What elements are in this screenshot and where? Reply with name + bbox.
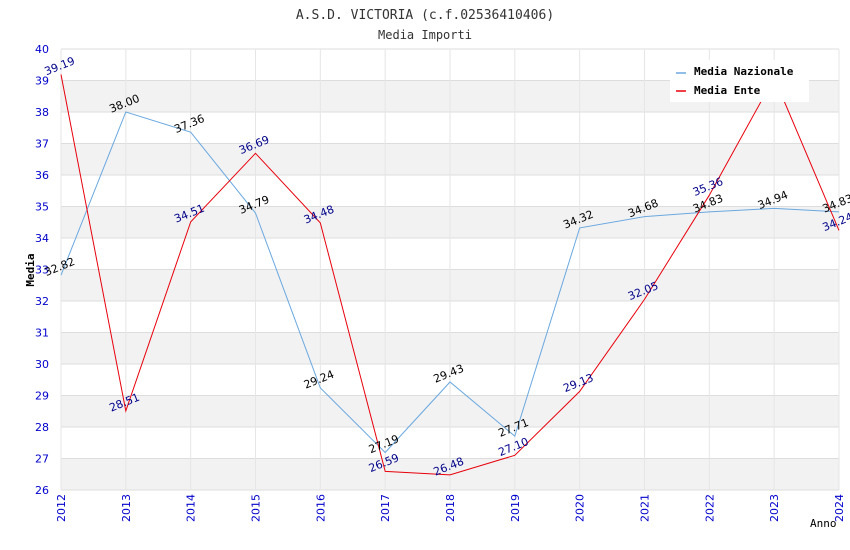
series-lines [60,74,840,476]
data-label: 29.24 [302,368,336,392]
y-tick-label: 35 [35,201,49,214]
x-tick-label: 2017 [379,494,392,522]
x-tick-label: 2023 [768,494,781,522]
y-tick-label: 38 [35,106,49,119]
x-tick-label: 2020 [574,494,587,522]
y-axis-label: Media [24,253,37,286]
data-label: 29.13 [561,371,595,395]
y-tick-label: 28 [35,421,49,434]
y-tick-label: 29 [35,390,49,403]
y-tick-label: 31 [35,327,49,340]
data-label: 29.43 [432,362,466,386]
x-axis-label: Anno [810,517,837,530]
x-tick-label: 2018 [444,494,457,522]
y-axis-ticks: 26 27 28 29 30 31 32 33 34 35 36 37 38 39 40 [35,43,49,497]
grid-lines [60,48,840,491]
x-tick-label: 2013 [120,494,133,522]
y-tick-label: 36 [35,169,49,182]
legend-box [670,60,809,102]
y-tick-label: 37 [35,138,49,151]
legend: Media Nazionale Media Ente [670,60,809,102]
x-tick-label: 2022 [703,494,716,522]
y-tick-label: 34 [35,232,49,245]
legend-label-media-ente: Media Ente [694,84,761,97]
x-tick-label: 2014 [185,494,198,522]
y-tick-label: 30 [35,358,49,371]
y-tick-label: 27 [35,453,49,466]
series-line-media-ente [60,74,840,476]
y-tick-label: 40 [35,43,49,56]
x-tick-label: 2015 [250,494,263,522]
legend-label-media-nazionale: Media Nazionale [694,65,794,78]
chart-subtitle: Media Importi [378,28,472,42]
x-tick-label: 2021 [639,494,652,522]
data-label: 39.19 [43,54,77,78]
x-tick-label: 2016 [314,494,327,522]
x-tick-label: 2024 [833,494,846,522]
x-tick-label: 2012 [55,494,68,522]
y-tick-label: 33 [35,264,49,277]
y-tick-label: 26 [35,484,49,497]
y-tick-label: 32 [35,295,49,308]
x-tick-label: 2019 [509,494,522,522]
y-tick-label: 39 [35,75,49,88]
x-axis-ticks: 2012 2013 2014 2015 2016 2017 2018 2019 2020 2021… [55,494,846,522]
series-line-media-nazionale [60,111,840,454]
chart-title: A.S.D. VICTORIA (c.f.02536410406) [296,8,554,23]
